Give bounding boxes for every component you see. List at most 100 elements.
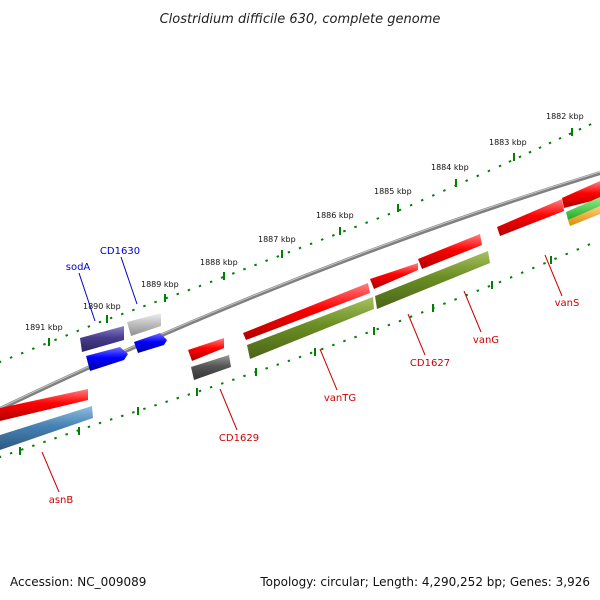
outer-ring-dot <box>528 150 532 154</box>
genome-backbone-highlight <box>0 171 600 409</box>
tick-label-1882: 1882 kbp <box>546 112 584 121</box>
gene-label-vanG: vanG <box>473 335 499 346</box>
feature-blue-arrow2 <box>134 333 167 353</box>
inner-ring-dot <box>131 411 135 414</box>
outer-ring-dot <box>320 238 324 241</box>
inner-ring-dot <box>576 247 580 251</box>
feature-CD1627 <box>375 251 490 309</box>
outer-ring-dot <box>9 356 13 359</box>
genome-summary-text: Topology: circular; Length: 4,290,252 bp… <box>259 575 590 589</box>
outer-ring-dot <box>142 304 146 308</box>
outer-ring-dot <box>376 217 380 220</box>
leader-sodA <box>78 272 96 322</box>
leader-CD1627 <box>407 313 426 356</box>
leader-vanG <box>463 290 482 333</box>
outer-ring-dot <box>398 208 402 212</box>
inner-ring-dot <box>187 393 191 396</box>
outer-tick-ring <box>0 123 592 364</box>
outer-ring-dot <box>558 136 562 140</box>
inner-ring-dot <box>42 440 46 444</box>
tick-label-1883: 1883 kbp <box>489 138 527 147</box>
feature-red-mid1 <box>370 263 418 289</box>
inner-ring-dot <box>354 335 358 339</box>
outer-ring-dot <box>176 292 180 296</box>
outer-ring-dot <box>431 193 435 197</box>
inner-tick-ring <box>0 243 591 459</box>
inner-ring-dot <box>65 432 69 436</box>
outer-ring-dot <box>54 338 58 342</box>
gene-label-vanS: vanS <box>555 298 580 309</box>
tick-label-1889: 1889 kbp <box>141 280 179 289</box>
inner-ring-dot <box>331 343 335 347</box>
inner-ring-dot <box>442 302 446 306</box>
outer-ring-dot <box>287 250 291 254</box>
tick-label-1891: 1891 kbp <box>25 323 63 332</box>
inner-ring-dot <box>98 421 102 425</box>
gene-label-sodA: sodA <box>66 262 91 273</box>
outer-ring-dot <box>98 320 102 324</box>
outer-ring-dot <box>568 132 572 136</box>
gene-label-CD1627: CD1627 <box>410 358 450 369</box>
outer-ring-dot <box>109 316 113 320</box>
outer-ring-dot <box>276 255 280 258</box>
inner-ring-dot <box>531 266 535 270</box>
inner-ring-dot <box>87 425 91 429</box>
outer-ring-dot <box>154 300 158 304</box>
outer-ring-dot <box>387 212 391 216</box>
outer-ring-dot <box>518 155 522 159</box>
feature-orange <box>568 206 600 226</box>
inner-ring-dot <box>198 389 202 393</box>
inner-ring-dot <box>154 403 157 407</box>
feature-CD1629 <box>191 355 231 380</box>
outer-ring-dot <box>508 159 512 163</box>
inner-ring-dot <box>231 378 235 382</box>
leader-vanS <box>544 254 563 297</box>
outer-ring-dot <box>65 333 69 337</box>
inner-ring-dot <box>398 319 402 323</box>
outer-ring-dot <box>588 123 592 127</box>
outer-ring-dot <box>309 242 313 246</box>
inner-ring-dot <box>587 243 591 247</box>
outer-ring-dot <box>20 351 24 355</box>
outer-ring-dot <box>342 229 346 233</box>
tick-label-1884: 1884 kbp <box>431 163 469 172</box>
outer-ring-dot <box>131 308 135 312</box>
feature-CD1630 <box>127 313 161 336</box>
outer-ring-dot <box>420 198 424 202</box>
inner-ring-dot <box>309 351 313 355</box>
inner-ring-dot <box>165 400 169 403</box>
outer-ring-dot <box>76 329 80 333</box>
inner-ring-dot <box>20 448 24 451</box>
feature-red-right1 <box>497 199 564 236</box>
feature-red-mid2 <box>418 234 482 269</box>
inner-ring-dot <box>520 271 524 275</box>
outer-ring-dot <box>578 127 582 131</box>
outer-ring-dot <box>231 271 235 275</box>
inner-ring-dot <box>143 407 146 411</box>
tick-label-1887: 1887 kbp <box>258 235 296 244</box>
outer-ring-dot <box>31 347 35 351</box>
gene-label-CD1629: CD1629 <box>219 433 259 444</box>
outer-ring-dot <box>298 246 302 250</box>
gene-label-CD1630: CD1630 <box>100 246 140 257</box>
genome-backbone <box>0 171 600 411</box>
inner-ring-dot <box>0 455 2 459</box>
inner-ring-dot <box>120 414 124 418</box>
outer-ring-dot <box>220 276 224 279</box>
outer-ring-dot <box>331 233 335 237</box>
map-title: Clostridium difficile 630, complete geno… <box>160 12 441 27</box>
inner-ring-dot <box>487 284 491 288</box>
inner-ring-dot <box>109 418 113 421</box>
inner-ring-dot <box>298 355 302 359</box>
inner-ring-dot <box>220 382 224 385</box>
inner-ring-dot <box>542 261 546 265</box>
tick-label-1890: 1890 kbp <box>83 302 121 311</box>
inner-ring-dot <box>287 359 291 363</box>
feature-red-small <box>188 338 224 361</box>
leader-CD1629 <box>219 388 238 431</box>
outer-ring-dot <box>498 164 502 168</box>
outer-ring-dot <box>487 169 491 173</box>
inner-ring-dot <box>420 310 424 314</box>
outer-ring-dot <box>42 342 46 346</box>
